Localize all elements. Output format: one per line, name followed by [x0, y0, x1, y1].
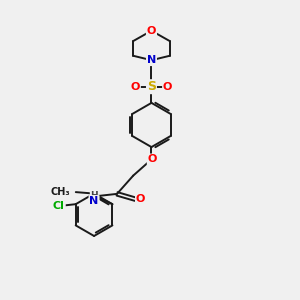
Text: O: O	[147, 26, 156, 36]
Text: CH₃: CH₃	[51, 187, 70, 196]
Text: O: O	[163, 82, 172, 92]
Text: Cl: Cl	[53, 201, 65, 211]
Text: N: N	[147, 55, 156, 65]
Text: O: O	[130, 82, 140, 92]
Text: S: S	[147, 80, 156, 93]
Text: H: H	[90, 191, 98, 200]
Text: O: O	[148, 154, 157, 164]
Text: O: O	[136, 194, 145, 204]
Text: N: N	[89, 196, 99, 206]
